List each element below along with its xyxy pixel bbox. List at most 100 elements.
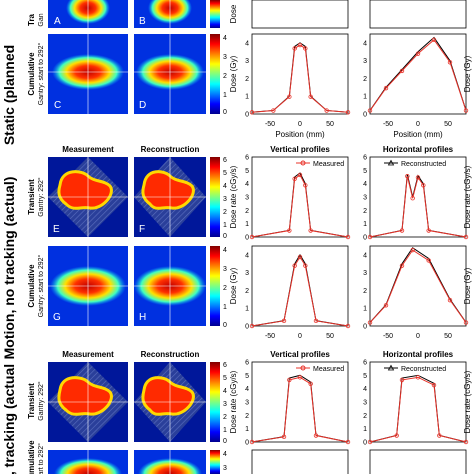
xlabel-row1-right: Position (mm) [393,130,443,139]
side-label-transient-1: Tra [27,13,36,26]
plot-motion-cumulative-horizontal: 0 1 2 3 4 [363,245,469,331]
x-tick: -50 [265,121,275,128]
colorbar-rate-ticks-3: 6 5 4 3 2 1 0 [223,362,227,445]
plot-frame [369,361,467,443]
measured-point [303,183,308,188]
row-label-static: Static (planned [1,45,17,145]
cb-tick: 1 [223,427,227,434]
panel-letter-D: D [139,100,146,111]
legend-measured: Measured [313,161,344,168]
y-tick: 3 [245,195,249,202]
x-tick: -50 [383,121,393,128]
y-tick: 5 [245,373,249,380]
measured-point [292,176,297,181]
x-tick: 50 [326,333,334,340]
side-label-dose-row2: Dose (Gy) [463,267,472,304]
measured-point [399,263,405,268]
dose-map-D [134,34,206,114]
dose-map-G [48,246,128,326]
side-label-dose-row1: Dose (Gy) [463,55,472,92]
dose-map-C [48,34,128,114]
y-tick: 6 [363,360,367,367]
measured-point [405,174,410,179]
cb-tick: 5 [223,375,227,382]
legend-row2-right: Reconstructed [384,159,446,168]
panel-letter-C: C [54,100,61,111]
colorbar-rate-label-3: Dose rate (cGy/s) [229,370,238,433]
colorbar-rate-ticks-2: 6 5 4 3 2 1 0 [223,157,227,240]
x-tick: 50 [326,121,334,128]
y-tick: 1 [363,426,367,433]
measured-point [447,297,453,303]
y-tick: 0 [363,235,367,242]
colorbar-dose-ticks-3: 4 3 [223,451,227,472]
y-tick: 0 [245,235,249,242]
y-tick: 1 [245,306,249,313]
y-tick: 2 [363,208,367,215]
row-label-motion-no-tracking: Motion, no tracking (actual) [1,177,17,360]
measured-point [271,108,276,113]
side-label-cumulative-1: Cumulative [27,52,36,96]
cb-tick: 4 [223,388,227,395]
plot-frame [369,156,467,238]
measured-point [249,234,255,240]
measured-point [415,175,421,180]
cb-tick: 4 [223,451,227,458]
measured-point [415,51,421,56]
legend-row2-left: Measured [296,160,344,168]
cb-tick: 6 [223,157,227,164]
measured-point [249,439,255,445]
measured-point [308,94,313,99]
y-tick: 4 [363,40,367,47]
measured-point [463,439,469,445]
y-tick: 4 [363,252,367,259]
dose-map-E [48,157,128,237]
cb-tick: 0 [223,322,227,329]
dose-map-F [134,157,206,237]
cb-tick: 0 [223,233,227,240]
y-tick: 1 [245,94,249,101]
y-tick: 3 [245,58,249,65]
measured-point [297,254,303,260]
panel-letter-F: F [139,224,145,235]
measured-point [410,195,415,201]
col-title-measurement-2: Measurement [62,145,114,154]
measured-point [431,37,437,43]
plot-frame [251,361,349,443]
colorbar-rate-2 [210,157,220,237]
panel-letter-G: G [53,312,61,323]
measured-point [281,434,287,440]
plot-title-horizontal-3: Horizontal profiles [383,350,454,359]
cb-tick: 0 [223,109,227,116]
y-tick: 0 [245,324,249,331]
side-label-transient-3: Transient [27,383,36,419]
y-tick: 2 [363,413,367,420]
colorbar-dose-ticks-2: 4 3 2 1 0 [223,247,227,329]
cb-tick: 3 [223,266,227,273]
measured-point [313,318,319,324]
cb-tick: 2 [223,209,227,216]
plot-static-transient-horizontal [369,0,467,29]
cb-tick: 1 [223,92,227,99]
cb-tick: 5 [223,170,227,177]
y-tick: 2 [245,413,249,420]
xaxis-ticks-row2: -50 0 50 -50 0 50 [265,333,452,340]
legend-row3-left: Measured [296,365,344,373]
y-tick: 3 [363,195,367,202]
colorbar-rate-label-2: Dose rate (cGy/s) [229,165,238,228]
measured-line [369,376,467,443]
col-title-reconstruction-3: Reconstruction [141,350,200,359]
y-tick: 0 [245,440,249,447]
measured-point [383,85,389,91]
colorbar-rate-label-1: Dose [229,4,238,23]
colorbar-dose-2 [210,246,220,326]
x-tick: 0 [416,333,420,340]
colorbar-dose-1 [210,34,220,114]
legend-reconstructed: Reconstructed [401,366,446,373]
plot-motion-cumulative-vertical: 0 1 2 3 4 [245,245,351,331]
y-tick: 3 [363,270,367,277]
cb-tick: 6 [223,362,227,369]
measured-point [297,375,303,380]
measured-point [297,172,303,178]
plot-static-transient-vertical [251,0,349,29]
